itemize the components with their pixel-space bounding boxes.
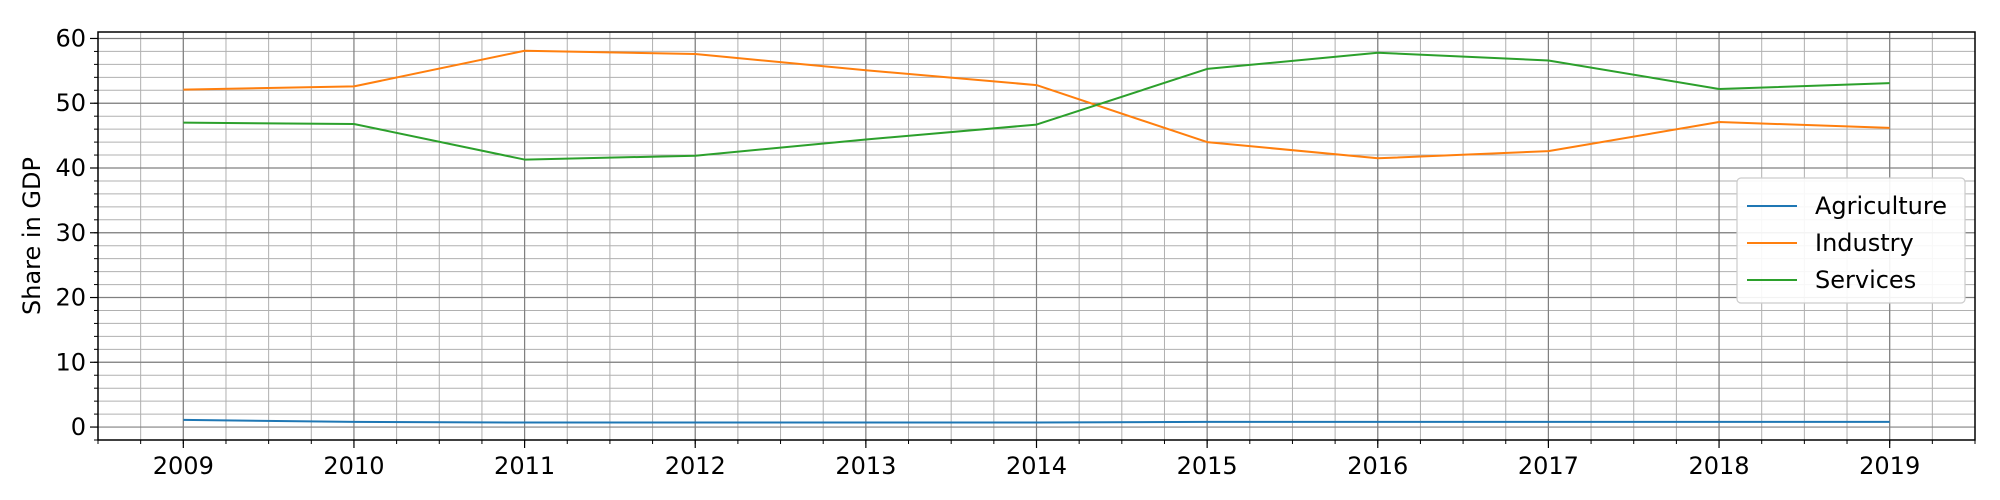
y-tick-label: 20 <box>55 284 86 312</box>
x-tick-label: 2018 <box>1689 452 1750 480</box>
x-tick-label: 2012 <box>665 452 726 480</box>
legend: Agriculture Industry Services <box>1736 177 1966 304</box>
y-tick-label: 40 <box>55 154 86 182</box>
legend-label-agriculture: Agriculture <box>1815 192 1947 220</box>
legend-label-services: Services <box>1815 266 1916 294</box>
x-tick-label: 2009 <box>153 452 214 480</box>
series-layer <box>183 49 1890 424</box>
y-tick-label: 60 <box>55 24 86 52</box>
x-tick-label: 2011 <box>494 452 555 480</box>
x-tick-label: 2016 <box>1347 452 1408 480</box>
x-tick-label: 2013 <box>835 452 896 480</box>
x-tick-label: 2014 <box>1006 452 1067 480</box>
x-tick-label: 2015 <box>1177 452 1238 480</box>
major-grid <box>98 32 1975 440</box>
ticks-layer: 2009 2010 2011 2012 2013 2014 2015 2016 2017 2018… <box>55 24 1976 480</box>
legend-box <box>1736 177 1966 304</box>
y-tick-label: 30 <box>55 219 86 247</box>
series-line-industry <box>183 49 1890 160</box>
x-tick-label: 2017 <box>1518 452 1579 480</box>
y-axis-label: Share in GDP <box>18 157 46 315</box>
y-tick-label: 50 <box>55 89 86 117</box>
y-tick-label: 10 <box>55 348 86 376</box>
y-tick-label: 0 <box>71 413 86 441</box>
series-line-agriculture <box>183 418 1890 424</box>
legend-label-industry: Industry <box>1815 229 1914 257</box>
series-line-services <box>183 51 1890 161</box>
x-tick-label: 2010 <box>323 452 384 480</box>
x-tick-label: 2019 <box>1859 452 1920 480</box>
